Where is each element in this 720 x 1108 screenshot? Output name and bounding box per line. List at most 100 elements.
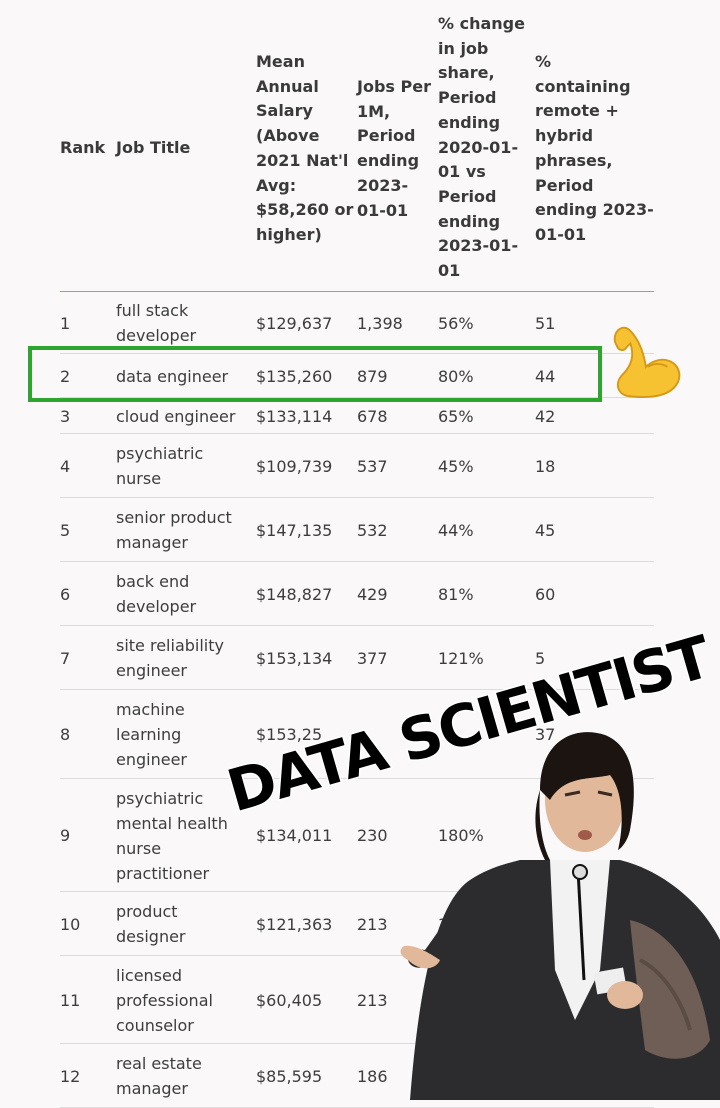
cell-jobs-per-1m: 532: [357, 520, 388, 540]
row-divider: [60, 561, 654, 562]
cell-rank: 3: [60, 406, 71, 426]
header-line: 1M,: [357, 101, 391, 121]
table-row: 2 data engineer $135,260 879 80% 44: [0, 354, 720, 398]
cell-jobs-per-1m: 213: [357, 990, 388, 1010]
header-line: Period: [357, 126, 416, 146]
header-job-title: Job Title: [116, 138, 191, 157]
header-line: 2023-: [357, 175, 409, 195]
header-line: 01 vs: [438, 162, 486, 182]
cell-percent-remote: 42: [535, 406, 556, 426]
cell-percent-change: 81%: [438, 584, 474, 604]
cell-jobs-per-1m: 1,398: [357, 313, 403, 333]
row-divider: [60, 1043, 654, 1044]
header-divider: [60, 291, 654, 292]
cell-percent-remote: 44: [535, 366, 556, 386]
cell-salary: $121,363: [256, 914, 333, 934]
header-line: containing: [535, 76, 631, 96]
cell-jobs-per-1m: 678: [357, 406, 388, 426]
row-divider: [60, 353, 654, 354]
cell-rank: 10: [60, 914, 81, 934]
cell-jobs-per-1m: 429: [357, 584, 388, 604]
row-divider: [60, 625, 654, 626]
cell-rank: 7: [60, 648, 71, 668]
row-divider: [60, 778, 654, 779]
cell-salary: $153,25: [256, 725, 323, 744]
header-line: (Above: [256, 126, 320, 146]
header-line: 2020-01-: [438, 137, 519, 157]
header-percent-remote: % containing remote + hybrid phrases, Period e…: [535, 50, 654, 248]
cell-salary: $148,827: [256, 584, 333, 604]
header-rank: Rank: [60, 138, 106, 157]
cell-salary: $60,405: [256, 990, 323, 1010]
cell-job-title: psychiatric nurse: [116, 444, 204, 488]
header-line: Salary: [256, 101, 313, 121]
cell-salary: $133,114: [256, 406, 333, 426]
cell-salary: $85,595: [256, 1066, 323, 1086]
cell-salary: $129,637: [256, 313, 333, 333]
cell-percent-change: 121%: [438, 648, 484, 668]
header-line: remote +: [535, 101, 619, 121]
cell-jobs-per-1m: 377: [357, 648, 388, 668]
flexed-biceps-icon: [613, 326, 681, 399]
header-line: ending: [438, 112, 501, 132]
cell-rank: 11: [60, 990, 81, 1010]
table-row: 4 psychiatric nurse $109,739 537 45% 18: [0, 434, 720, 498]
cell-job-title: back end developer: [116, 572, 197, 616]
confused-man-illustration: [400, 732, 720, 1100]
header-line: share,: [438, 63, 495, 83]
cell-rank: 12: [60, 1066, 81, 1086]
cell-salary: $135,260: [256, 366, 333, 386]
header-line: higher): [256, 224, 322, 244]
cell-percent-remote: 37: [535, 725, 556, 744]
cell-jobs-per-1m: 230: [357, 826, 388, 845]
row-divider: [60, 397, 654, 398]
highlight-box: [28, 346, 602, 402]
cell-rank: 2: [60, 366, 71, 386]
cell-jobs-per-1m: 537: [357, 456, 388, 476]
cell-salary: $147,135: [256, 520, 333, 540]
header-line: 01: [438, 261, 461, 281]
table-row: 3 cloud engineer $133,114 678 65% 42: [0, 398, 720, 434]
header-jobs-per-1m: Jobs Per 1M, Period ending 2023- 01-01: [357, 75, 431, 223]
table-row: 9 psychiatric mental health nurse practition…: [0, 779, 720, 892]
cell-salary: $153,134: [256, 648, 333, 668]
cell-job-title: real estate manager: [116, 1054, 202, 1098]
cell-job-title: full stack developer: [116, 301, 197, 345]
cell-percent-change: 180%: [438, 826, 484, 845]
table-row: 8 machine learning engineer $153,25 37: [0, 690, 720, 779]
cell-jobs-per-1m: 213: [357, 914, 388, 934]
header-line: Annual: [256, 76, 319, 96]
header-line: 01-01: [535, 224, 587, 244]
row-divider: [60, 955, 654, 956]
cell-percent-change: 80%: [438, 366, 474, 386]
row-divider: [60, 433, 654, 434]
cell-jobs-per-1m: 879: [357, 366, 388, 386]
cell-job-title: site reliability engineer: [116, 636, 224, 680]
header-line: 2021 Nat'l: [256, 150, 349, 170]
table-row: 5 senior product manager $147,135 532 44% 45: [0, 498, 720, 562]
cell-rank: 1: [60, 313, 71, 333]
header-line: 01-01: [357, 200, 409, 220]
cell-job-title: psychiatric mental health nurse practitione…: [116, 788, 228, 883]
header-line: $58,260 or: [256, 200, 354, 220]
cell-job-title: product designer: [116, 902, 186, 946]
cell-percent-change: 44%: [438, 520, 474, 540]
cell-salary: $134,011: [256, 826, 333, 845]
cell-job-title: data engineer: [116, 366, 229, 386]
header-line: ending 2023-: [535, 200, 654, 220]
cell-job-title: machine learning engineer: [116, 700, 187, 769]
header-line: %: [535, 52, 552, 71]
cell-salary: $109,739: [256, 456, 333, 476]
cell-rank: 9: [60, 826, 71, 845]
header-line: ending: [438, 211, 501, 231]
row-divider: [60, 689, 654, 690]
header-line: Mean: [256, 52, 305, 71]
header-line: Period: [535, 175, 594, 195]
table-row: 11 licensed professional counselor $60,405 21…: [0, 956, 720, 1044]
header-salary: Mean Annual Salary (Above 2021 Nat'l Avg: $58,…: [256, 50, 353, 248]
header-line: 2023-01-: [438, 236, 519, 256]
table-row: 7 site reliability engineer $153,134 377 121%…: [0, 626, 720, 690]
cell-percent-remote: 45: [535, 520, 556, 540]
cell-job-title: senior product manager: [116, 508, 232, 552]
